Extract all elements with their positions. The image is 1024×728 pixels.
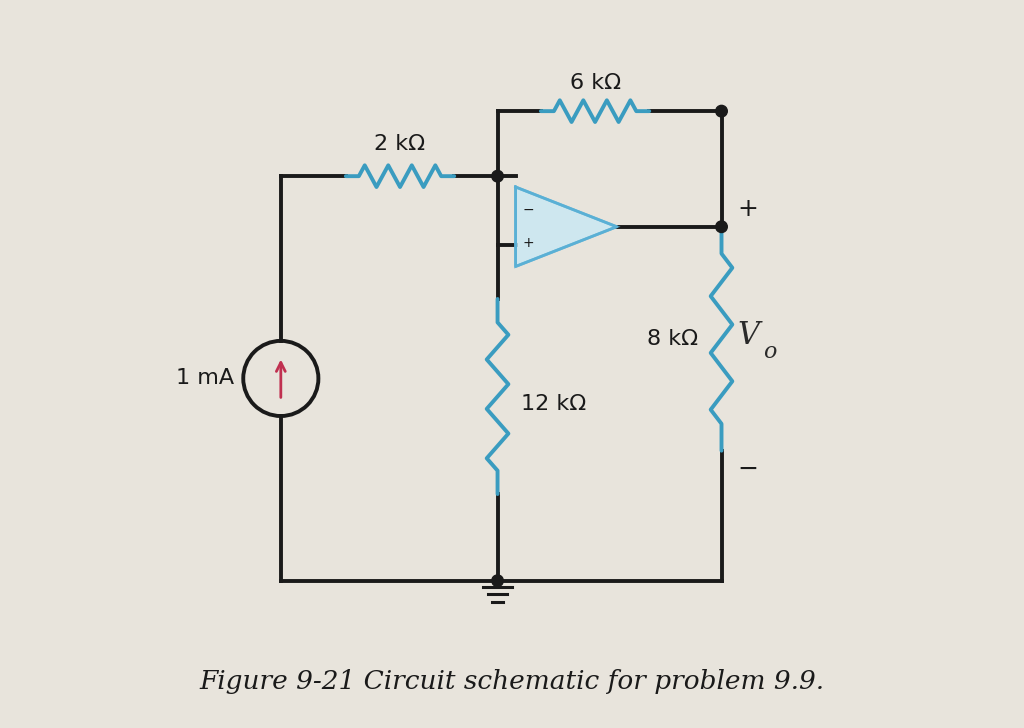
Text: +: + (523, 237, 535, 250)
Circle shape (716, 106, 727, 117)
Text: 6 kΩ: 6 kΩ (569, 73, 621, 93)
Circle shape (492, 170, 504, 182)
Text: 12 kΩ: 12 kΩ (520, 394, 586, 414)
Text: o: o (764, 341, 777, 363)
Text: 2 kΩ: 2 kΩ (375, 135, 426, 154)
Circle shape (716, 221, 727, 232)
Text: −: − (523, 203, 535, 217)
Circle shape (492, 575, 504, 587)
Text: +: + (737, 197, 759, 221)
Text: V: V (737, 320, 760, 351)
Text: Figure 9-21 Circuit schematic for problem 9.9.: Figure 9-21 Circuit schematic for proble… (200, 669, 824, 695)
Text: −: − (737, 456, 759, 480)
Polygon shape (516, 187, 616, 266)
Text: 1 mA: 1 mA (176, 368, 234, 389)
Text: 8 kΩ: 8 kΩ (647, 329, 698, 349)
